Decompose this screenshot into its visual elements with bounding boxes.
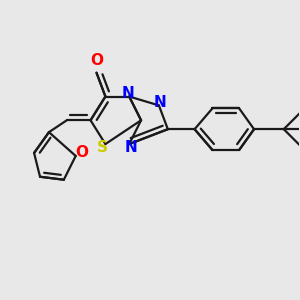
Text: S: S [97, 140, 108, 154]
Text: N: N [121, 86, 134, 101]
Text: O: O [90, 53, 103, 68]
Text: O: O [75, 146, 88, 160]
Text: N: N [124, 140, 137, 154]
Text: N: N [154, 95, 167, 110]
